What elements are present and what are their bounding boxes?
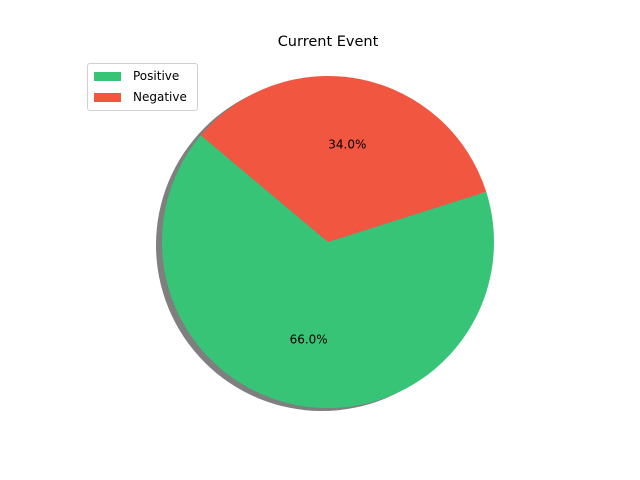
pie-slice-negative: [200, 76, 487, 242]
legend-item-positive: Positive: [94, 68, 179, 84]
slice-label-negative: 34.0%: [328, 137, 366, 151]
legend-item-negative: Negative: [94, 89, 187, 105]
legend-label-positive: Positive: [133, 69, 180, 83]
chart-title: Current Event: [277, 34, 379, 50]
legend-label-negative: Negative: [133, 90, 187, 104]
legend-swatch-negative: [94, 92, 121, 102]
slice-label-positive: 66.0%: [290, 333, 328, 347]
legend-swatch-positive: [94, 71, 121, 81]
pie-slice-positive: [162, 135, 494, 409]
legend: Positive Negative: [87, 63, 198, 111]
